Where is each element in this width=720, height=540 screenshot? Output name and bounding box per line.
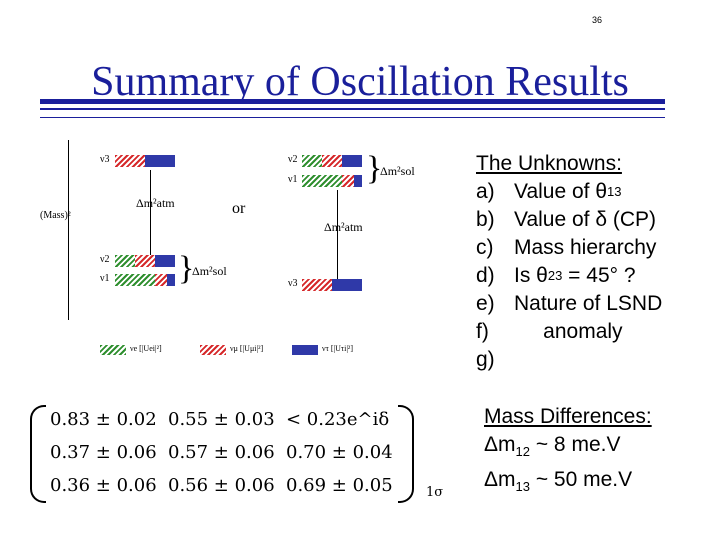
or-label: or <box>232 200 246 217</box>
legend-swatch-e <box>100 345 126 355</box>
normal-nu2-bar-tau <box>155 255 175 267</box>
mass-heading: Mass Differences: <box>484 405 652 428</box>
list-item: Δm12 ~ 8 me.V <box>484 433 621 460</box>
matrix-left-paren <box>30 405 46 503</box>
list-item: d) Is θ 23 = 45° ? <box>476 264 636 287</box>
matrix-row: 0.37 ± 0.06 0.57 ± 0.06 0.70 ± 0.04 <box>50 442 393 463</box>
unknowns-heading: The Unknowns: <box>476 152 622 175</box>
list-item: Δm13 ~ 50 me.V <box>484 468 633 495</box>
matrix-row: 0.83 ± 0.02 0.55 ± 0.03 < 0.23e^iδ <box>50 409 390 430</box>
inverted-nu3-label: ν3 <box>288 278 298 289</box>
inverted-nu1-bar-tau <box>354 175 362 187</box>
normal-nu1-label: ν1 <box>100 273 110 284</box>
legend-label-mu: νμ [|Uμi|²] <box>230 344 264 353</box>
legend-swatch-tau <box>292 345 318 355</box>
inverted-nu3-bar-mu <box>302 279 332 291</box>
list-item: e) Nature of LSND <box>476 292 663 315</box>
inverted-nu1-bar-mu <box>342 175 354 187</box>
legend-label-tau: ντ [|Uτi|²] <box>322 344 353 353</box>
normal-nu2-bar-e <box>115 255 135 267</box>
inverted-nu2-bar-tau <box>342 155 362 167</box>
normal-nu2-label: ν2 <box>100 254 110 265</box>
normal-nu3-bar-mu <box>115 155 145 167</box>
matrix-row: 0.36 ± 0.06 0.56 ± 0.06 0.69 ± 0.05 <box>50 475 393 496</box>
inverted-sol-brace: } <box>366 150 383 187</box>
inverted-nu2-bar-e <box>302 155 322 167</box>
normal-nu2-bar-mu <box>135 255 155 267</box>
normal-nu1-bar-mu <box>155 274 167 286</box>
mass-axis-label: (Mass)² <box>40 210 71 221</box>
inverted-nu1-bar-e <box>302 175 342 187</box>
mixing-matrix: 0.83 ± 0.02 0.55 ± 0.03 < 0.23e^iδ 0.37 ± … <box>30 405 443 505</box>
unknowns-list: The Unknowns: a) Value of θ 13 b) Value of … <box>476 150 662 374</box>
list-item: f) anomaly <box>476 320 623 343</box>
legend-label-e: νe [|Uei|²] <box>130 344 162 353</box>
normal-nu3-label: ν3 <box>100 154 110 165</box>
list-item: c) Mass hierarchy <box>476 236 657 259</box>
list-item: g) <box>476 348 495 371</box>
inverted-atm-label: Δm²atm <box>324 220 363 234</box>
list-item: b) Value of δ (CP) <box>476 208 657 231</box>
legend-swatch-mu <box>200 345 226 355</box>
normal-atm-arrow <box>150 170 151 255</box>
inverted-nu2-label: ν2 <box>288 154 298 165</box>
mass-differences: Mass Differences: Δm12 ~ 8 me.V Δm13 ~ 5… <box>484 403 652 501</box>
normal-nu3-bar-tau <box>145 155 175 167</box>
normal-nu1-bar-tau <box>167 274 175 286</box>
page-number: 36 <box>592 15 603 25</box>
inverted-nu3-bar-tau <box>332 279 362 291</box>
normal-sol-label: Δm²sol <box>192 264 227 278</box>
title-rule-hairline <box>40 117 665 118</box>
list-item: a) Value of θ 13 <box>476 180 622 203</box>
inverted-nu2-bar-mu <box>322 155 342 167</box>
title-rule-thin <box>40 108 665 110</box>
inverted-atm-arrow <box>337 190 338 280</box>
inverted-sol-label: Δm²sol <box>380 164 415 178</box>
mass-hierarchy-diagram: (Mass)² ν3 Δm²atm ν2 ν1 } Δm²sol or ν2 ν… <box>40 140 440 365</box>
normal-sol-brace: } <box>178 250 195 287</box>
inverted-nu1-label: ν1 <box>288 174 298 185</box>
normal-nu1-bar-e <box>115 274 155 286</box>
mass-axis <box>68 140 69 320</box>
slide-title: Summary of Oscillation Results <box>91 59 629 105</box>
title-rule <box>40 99 665 104</box>
sigma-label: 1σ <box>426 485 444 500</box>
normal-atm-label: Δm²atm <box>136 196 175 210</box>
